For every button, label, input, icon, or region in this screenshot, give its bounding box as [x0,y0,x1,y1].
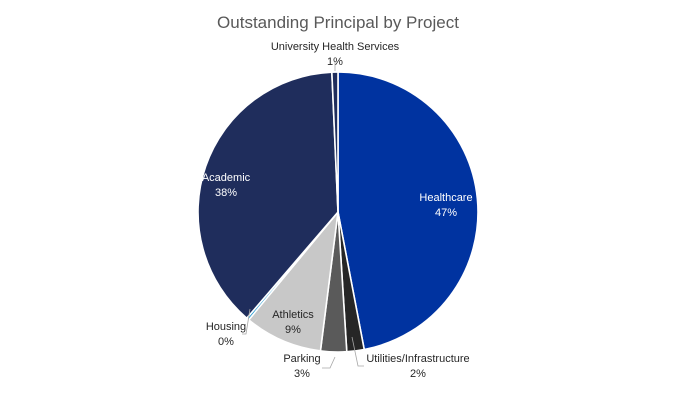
leader-lines [242,62,364,369]
slice-name: Academic [202,172,251,184]
slice-name: Utilities/Infrastructure [366,353,469,365]
slice-label-university-health-services: University Health Services 1% [271,41,400,68]
leader-line-parking [322,356,336,369]
slice-label-athletics: Athletics 9% [272,309,314,336]
slice-name: Housing [206,321,246,333]
slice-labels: Healthcare 47% Utilities/Infrastructure 2% P… [202,41,473,380]
chart-title: Outstanding Principal by Project [217,13,459,32]
leader-line-utilities-infrastructure [351,336,364,367]
slice-label-parking: Parking 3% [283,353,320,380]
slice-label-healthcare: Healthcare 47% [419,192,472,219]
slice-label-housing: Housing 0% [206,321,246,348]
slice-name: University Health Services [271,41,400,53]
slice-academic [197,71,339,319]
pie-slices [197,71,479,353]
slice-name: Athletics [272,309,314,321]
slice-percent: 9% [285,324,301,336]
slice-athletics [247,211,339,352]
slice-percent: 1% [327,56,343,68]
leader-line-housing [242,308,251,335]
slice-percent: 3% [294,368,310,380]
slice-label-utilities-infrastructure: Utilities/Infrastructure 2% [366,353,469,380]
slice-percent: 38% [215,187,237,199]
slice-name: Healthcare [419,192,472,204]
slice-healthcare [337,71,479,351]
slice-percent: 47% [435,207,457,219]
slice-percent: 0% [218,336,234,348]
slice-label-academic: Academic 38% [202,172,251,199]
slice-percent: 2% [410,368,426,380]
slice-name: Parking [283,353,320,365]
slice-university-health-services [331,71,339,213]
